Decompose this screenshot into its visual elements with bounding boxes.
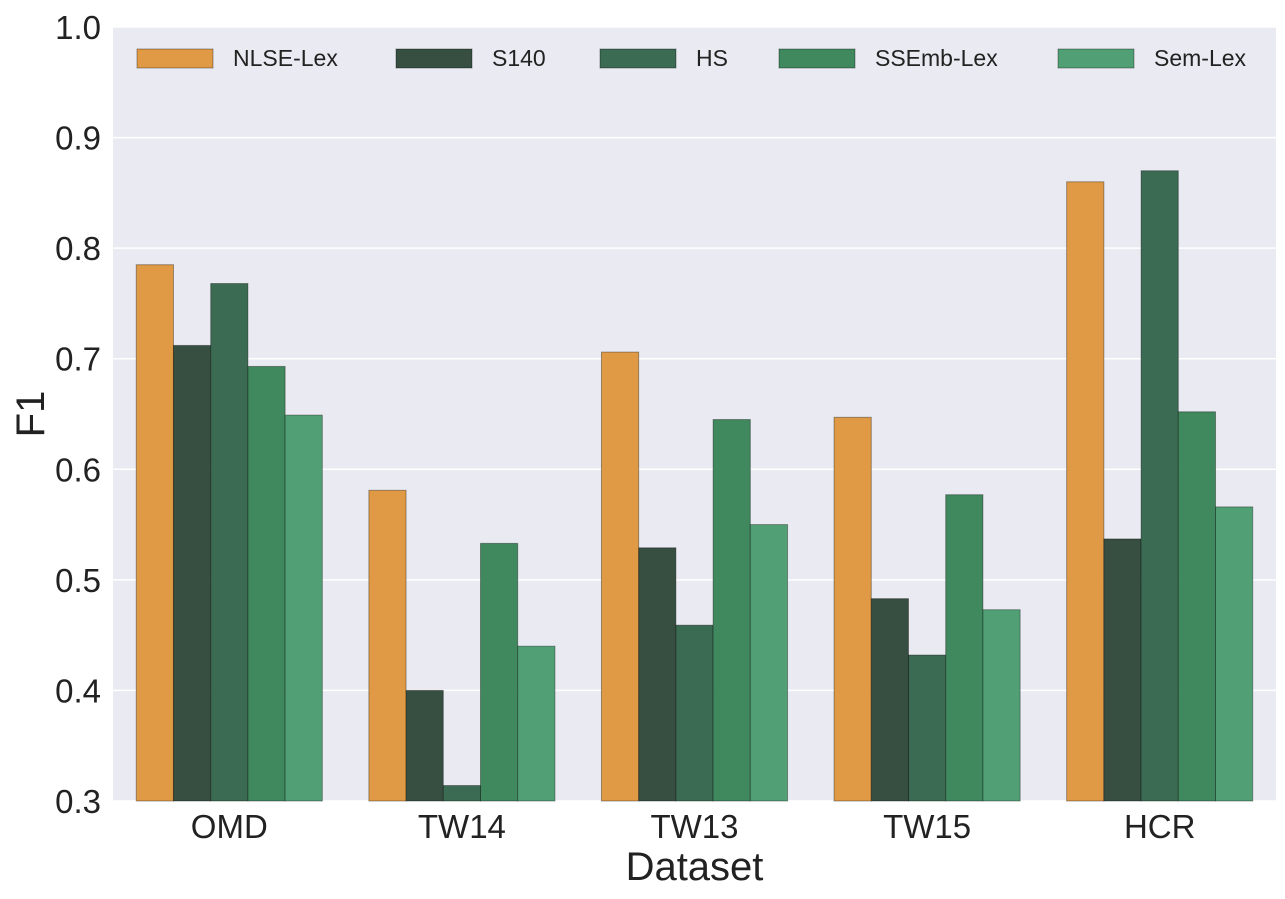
y-tick-label: 0.8 [55, 230, 101, 267]
bar-ssemb-lex-omd [247, 365, 286, 802]
y-tick-label: 1.0 [55, 9, 101, 46]
bar-s140-tw13 [638, 547, 677, 802]
legend: NLSE-Lex S140 HS SSEmb-Lex Sem-Lex [136, 45, 1247, 71]
bar-s140-tw14 [405, 689, 444, 802]
y-tick-label: 0.7 [55, 341, 101, 378]
bar-s140-omd [172, 344, 212, 802]
legend-label-hs: HS [696, 45, 728, 71]
bar-ssemb-lex-tw13 [712, 419, 751, 802]
bars [135, 170, 1254, 802]
y-tick-label: 0.9 [55, 120, 101, 157]
bar-nlse-lex-hcr [1066, 181, 1105, 802]
bar-nlse-lex-tw15 [833, 416, 872, 802]
legend-label-nlse-lex: NLSE-Lex [233, 45, 338, 71]
y-tick-label: 0.4 [55, 672, 101, 709]
x-tick-label: HCR [1124, 808, 1196, 845]
bar-s140-hcr [1103, 538, 1142, 802]
legend-swatch-hs [599, 48, 677, 69]
y-tick-label: 0.5 [55, 562, 101, 599]
bar-nlse-lex-tw14 [368, 489, 407, 802]
x-tick-label: OMD [191, 808, 268, 845]
x-tick-label: TW15 [883, 808, 971, 845]
bar-ssemb-lex-tw14 [480, 542, 519, 802]
legend-label-ssemb-lex: SSEmb-Lex [875, 45, 998, 71]
x-axis-ticks: OMD TW14 TW13 TW15 HCR [191, 808, 1196, 845]
legend-label-s140: S140 [492, 45, 546, 71]
bar-hs-tw13 [675, 624, 714, 802]
bar-hs-tw15 [907, 654, 947, 802]
bar-sem-lex-tw13 [749, 524, 789, 802]
y-axis-ticks: 0.3 0.4 0.5 0.6 0.7 0.8 0.9 1.0 [55, 9, 101, 820]
x-axis-title: Dataset [626, 845, 764, 889]
legend-swatch-ssemb-lex [778, 48, 856, 69]
bar-hs-hcr [1140, 170, 1179, 802]
bar-sem-lex-omd [284, 414, 323, 802]
x-tick-label: TW13 [650, 808, 738, 845]
bar-sem-lex-tw14 [517, 645, 556, 802]
bar-s140-tw15 [870, 598, 909, 802]
y-tick-label: 0.3 [55, 783, 101, 820]
legend-swatch-sem-lex [1057, 48, 1135, 69]
legend-swatch-s140 [395, 48, 473, 69]
bar-sem-lex-hcr [1215, 506, 1254, 802]
bar-sem-lex-tw15 [982, 609, 1021, 802]
legend-swatch-nlse-lex [136, 48, 214, 69]
x-tick-label: TW14 [418, 808, 506, 845]
bar-nlse-lex-omd [135, 264, 174, 802]
bar-hs-tw14 [442, 785, 482, 802]
bar-ssemb-lex-tw15 [945, 494, 984, 802]
y-axis-title: F1 [9, 391, 53, 438]
bar-hs-omd [210, 283, 249, 802]
bar-ssemb-lex-hcr [1177, 411, 1217, 802]
bar-nlse-lex-tw13 [600, 351, 640, 802]
y-tick-label: 0.6 [55, 451, 101, 488]
legend-label-sem-lex: Sem-Lex [1154, 45, 1247, 71]
